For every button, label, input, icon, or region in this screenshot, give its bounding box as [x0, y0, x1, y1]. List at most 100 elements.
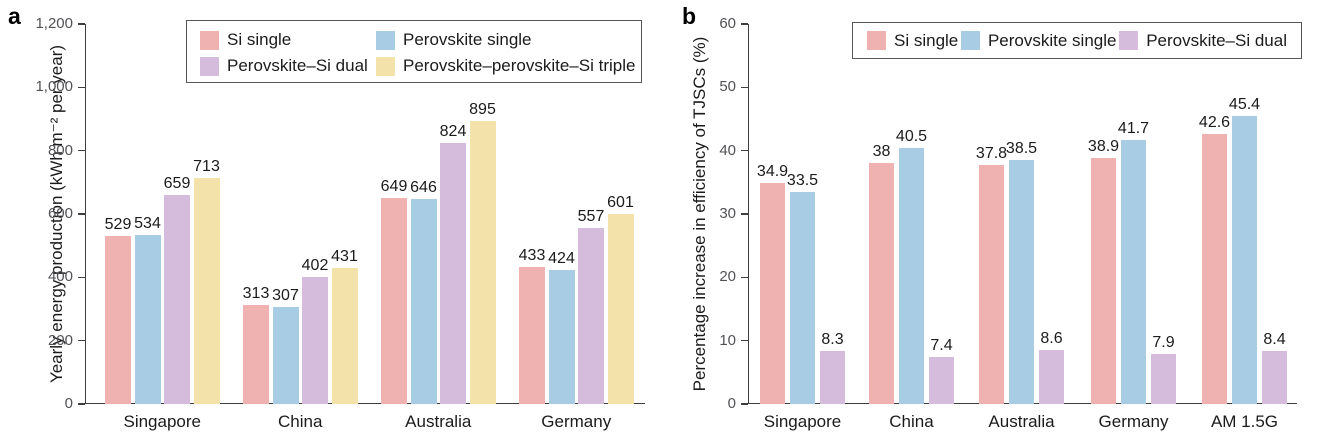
- y-tick-label: 60: [719, 15, 736, 32]
- legend-swatch-perovskite-single: [960, 31, 980, 50]
- bar-value-label-si-single-singapore: 529: [104, 216, 132, 234]
- bar-perovskite-si-dual-australia: [1039, 349, 1064, 404]
- bar-perovskite-single-singapore: [134, 234, 161, 404]
- y-tick-label: 600: [47, 205, 73, 222]
- bar-si-single-singapore: [760, 182, 785, 404]
- bar-value-label-perovskite-single-germany: 41.7: [1117, 119, 1150, 137]
- bar-value-label-perovskite-single-singapore: 33.5: [786, 171, 819, 189]
- bar-si-single-am-1-5g: [1202, 134, 1227, 404]
- y-tick-label: 1,000: [35, 78, 73, 96]
- x-category-label-australia: Australia: [988, 412, 1055, 431]
- legend-label-perovskite-single: Perovskite single: [987, 30, 1117, 50]
- bar-si-single-china: [869, 163, 894, 404]
- legend-items: Si single Perovskite single Perovskite–Si …: [187, 21, 641, 85]
- legend-item-perovskite-si-dual: Perovskite–Si dual: [200, 56, 376, 76]
- legend-swatch-si-single: [200, 30, 219, 50]
- bar-value-label-si-single-australia: 649: [380, 178, 408, 196]
- legend-label-si-single: Si single: [894, 30, 959, 50]
- bar-perovskite-si-dual-china: [302, 276, 328, 404]
- bar-value-label-perovskite-si-dual-australia: 824: [439, 123, 467, 141]
- legend-item-perovskite-single: Perovskite single: [376, 30, 635, 50]
- legend-item-perovskite-si-dual: Perovskite–Si dual: [1119, 31, 1287, 51]
- y-tick-mark: [741, 86, 748, 89]
- bar-value-label-perovskite-si-dual-germany: 557: [577, 207, 605, 225]
- y-tick-mark: [78, 213, 85, 215]
- bar-perovskite-si-dual-australia: [440, 143, 466, 404]
- y-tick-label: 50: [719, 78, 736, 96]
- x-category-label-germany: Germany: [541, 412, 612, 431]
- y-tick-mark: [78, 149, 85, 152]
- x-category-label-am-1-5g: AM 1.5G: [1210, 412, 1279, 431]
- panel-b: b Percentage increase in efficiency of TJ…: [660, 0, 1320, 435]
- bar-value-label-perovskite-si-dual-singapore: 8.3: [821, 331, 844, 349]
- legend-item-perovskite-perovskite-si-triple: Perovskite–perovskite–Si triple: [376, 56, 635, 76]
- y-tick-label: 400: [47, 268, 73, 286]
- y-tick-label: 20: [719, 268, 736, 286]
- y-tick-label: 200: [47, 331, 73, 349]
- x-category-label-singapore: Singapore: [123, 412, 201, 431]
- panel-a-legend: Si single Perovskite single Perovskite–Si …: [186, 20, 642, 83]
- panel-a-letter: a: [8, 3, 21, 29]
- bar-value-label-perovskite-single-australia: 646: [410, 179, 437, 197]
- bar-value-label-si-single-china: 313: [242, 284, 270, 302]
- bar-value-label-si-single-am-1-5g: 42.6: [1198, 114, 1231, 132]
- legend-label-si-single: Si single: [227, 30, 292, 49]
- x-category-label-australia: Australia: [405, 412, 472, 431]
- bar-perovskite-single-singapore: [790, 191, 815, 404]
- bar-perovskite-si-dual-singapore: [820, 351, 845, 404]
- bar-value-label-perovskite-si-dual-australia: 8.6: [1040, 329, 1063, 347]
- bar-si-single-singapore: [105, 236, 131, 404]
- y-tick-mark: [78, 339, 85, 342]
- bar-si-single-australia: [979, 164, 1004, 404]
- bar-value-label-si-single-australia: 37.8: [975, 144, 1008, 162]
- bar-perovskite-si-dual-germany: [1151, 353, 1176, 404]
- bar-perovskite-perovskite-si-triple-china: [331, 267, 358, 404]
- legend-swatch-perovskite-single: [376, 30, 395, 50]
- y-tick-mark: [741, 339, 748, 342]
- bar-perovskite-si-dual-singapore: [164, 195, 190, 404]
- legend-label-perovskite-single: Perovskite single: [403, 30, 532, 49]
- y-tick-label: 30: [719, 205, 736, 222]
- y-tick-label: 1,200: [35, 15, 73, 32]
- legend-label-perovskite-perovskite-si-triple: Perovskite–perovskite–Si triple: [403, 56, 636, 75]
- bar-perovskite-single-am-1-5g: [1232, 116, 1257, 404]
- y-tick-mark: [78, 86, 85, 89]
- y-tick-mark: [741, 213, 748, 215]
- legend-swatch-perovskite-si-dual: [1119, 31, 1139, 50]
- y-tick-mark: [78, 23, 85, 25]
- panel-b-letter: b: [682, 3, 697, 29]
- legend-label-perovskite-si-dual: Perovskite–Si dual: [1146, 30, 1287, 50]
- bar-perovskite-single-australia: [410, 199, 437, 404]
- y-tick-mark: [78, 403, 85, 405]
- bar-perovskite-single-china: [899, 147, 924, 404]
- bar-si-single-germany: [1091, 157, 1116, 404]
- legend-item-perovskite-single: Perovskite single: [960, 30, 1117, 51]
- bar-value-label-perovskite-si-dual-china: 402: [301, 256, 329, 274]
- bar-si-single-germany: [519, 266, 545, 404]
- panel-b-legend: Si single Perovskite single Perovskite–Si …: [852, 22, 1302, 59]
- bar-value-label-perovskite-perovskite-si-triple-china: 431: [331, 247, 358, 265]
- legend-swatch-perovskite-si-dual: [200, 56, 219, 76]
- bar-perovskite-si-dual-china: [929, 357, 954, 404]
- bar-value-label-perovskite-perovskite-si-triple-australia: 895: [469, 100, 496, 118]
- bar-value-label-si-single-germany: 433: [518, 246, 546, 264]
- bar-value-label-perovskite-si-dual-singapore: 659: [163, 175, 191, 193]
- y-tick-mark: [741, 149, 748, 152]
- bar-perovskite-single-china: [272, 306, 299, 404]
- bar-perovskite-single-germany: [1121, 139, 1146, 404]
- legend-item-si-single: Si single: [200, 30, 376, 50]
- legend-swatch-si-single: [867, 31, 886, 50]
- legend-item-si-single: Si single: [867, 31, 958, 51]
- x-category-label-germany: Germany: [1098, 412, 1169, 431]
- bar-value-label-perovskite-single-germany: 424: [548, 249, 575, 267]
- bar-value-label-perovskite-single-singapore: 534: [134, 214, 161, 232]
- bar-si-single-china: [243, 304, 269, 404]
- bar-perovskite-si-dual-germany: [578, 227, 604, 404]
- y-tick-label: 0: [64, 395, 73, 412]
- y-tick-label: 0: [727, 395, 736, 412]
- bar-value-label-si-single-germany: 38.9: [1087, 137, 1120, 155]
- y-tick-label: 800: [47, 141, 73, 159]
- bar-value-label-perovskite-single-australia: 38.5: [1005, 140, 1038, 158]
- bar-value-label-perovskite-si-dual-germany: 7.9: [1152, 333, 1175, 351]
